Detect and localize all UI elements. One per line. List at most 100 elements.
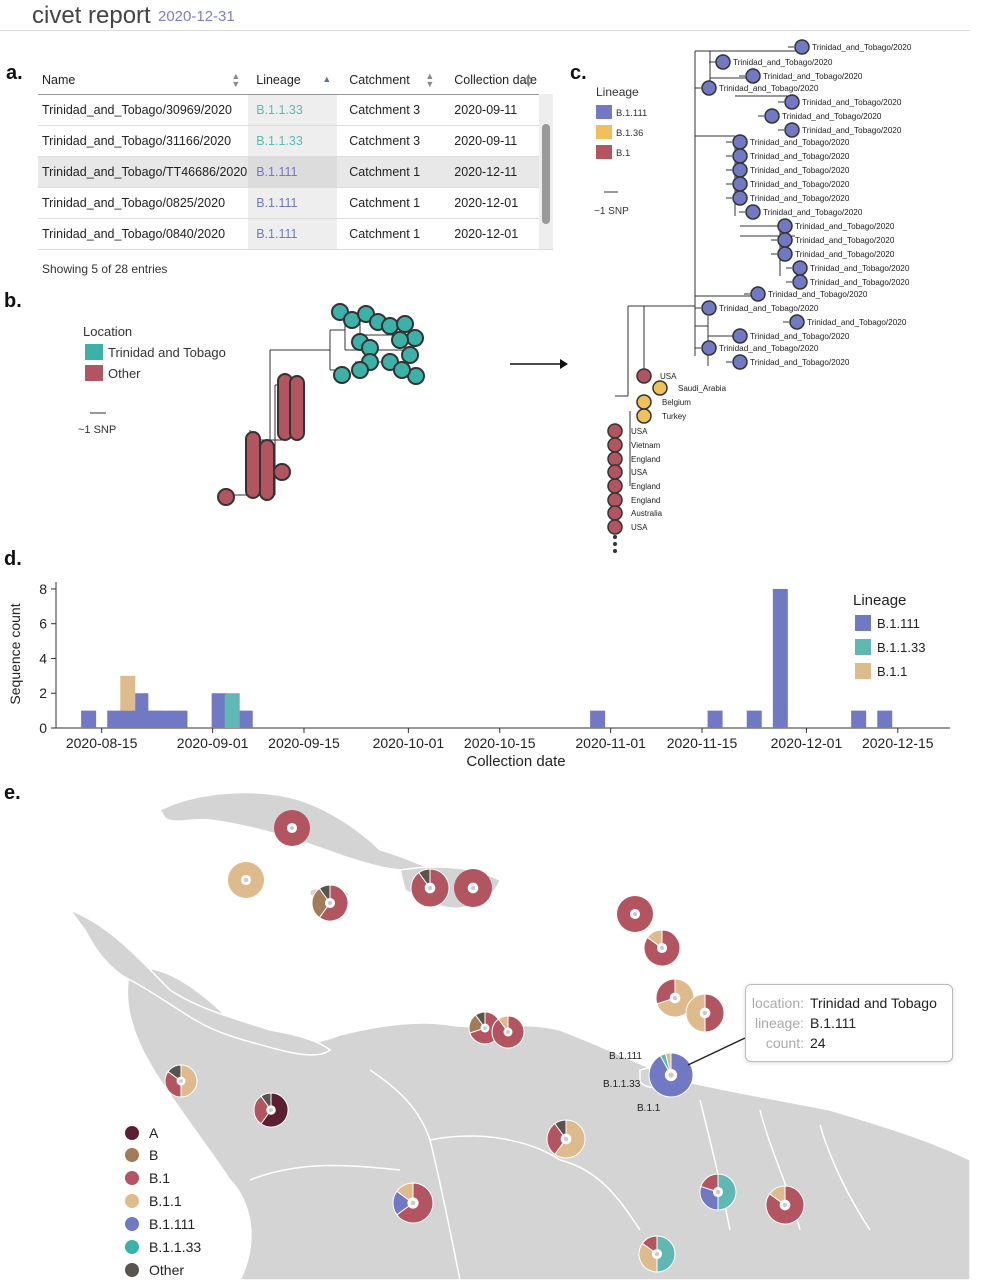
x-tick-label: 2020-10-01: [373, 735, 445, 751]
x-tick-label: 2020-12-15: [862, 735, 934, 751]
pie-slice: [164, 1070, 182, 1098]
pie-antigua[interactable]: [643, 929, 681, 967]
tip-label: Trinidad_and_Tobago/2020: [782, 112, 882, 121]
panel-label-e: e.: [4, 782, 21, 804]
bar-B1111[interactable]: [237, 710, 253, 728]
tree-b-red-tips: [217, 373, 305, 506]
legend-label-b1: B.1: [149, 1170, 170, 1186]
cell-date: 2020-09-11: [454, 102, 518, 117]
sort-icon[interactable]: ▲ ▼: [425, 71, 435, 89]
bar-B1111[interactable]: [211, 693, 227, 728]
tip-label: Trinidad_and_Tobago/2020: [802, 126, 902, 135]
bar-B1111[interactable]: [851, 710, 867, 728]
legend-label-b1111: B.1.111: [616, 108, 647, 119]
scale-label: ~1 SNP: [594, 206, 629, 217]
pie-jamaica[interactable]: [311, 884, 349, 922]
pie-suriname[interactable]: [765, 1185, 805, 1225]
column-header-name[interactable]: Name ▲ ▼: [42, 71, 241, 89]
bar-B1111[interactable]: [772, 588, 788, 728]
legend-swatch-b1111: [855, 615, 871, 631]
column-header-date[interactable]: Collection date ▲ ▼: [454, 71, 537, 89]
pie-bahamas[interactable]: [228, 862, 264, 898]
pie-dominican[interactable]: [454, 869, 492, 907]
bar-B1111[interactable]: [146, 710, 162, 728]
tooltip-key-count: count:: [765, 1035, 804, 1051]
table-scrollbar[interactable]: [539, 94, 553, 249]
borders: [249, 1069, 871, 1280]
pie-barbados[interactable]: [685, 993, 725, 1033]
column-header-lineage[interactable]: Lineage ▲: [256, 72, 332, 87]
tip-label: Trinidad_and_Tobago/2020: [750, 358, 850, 367]
cell-date: 2020-12-11: [454, 164, 518, 179]
pie-trinidad[interactable]: [648, 1052, 694, 1098]
pie-guadeloupe[interactable]: [655, 978, 695, 1018]
pie-curacao[interactable]: [491, 1015, 525, 1049]
legend-label-other: Other: [149, 1262, 184, 1278]
sort-ascending-icon[interactable]: ▲: [322, 74, 332, 84]
tree-tip-b1111: [784, 122, 800, 138]
pie-brazil[interactable]: [638, 1235, 676, 1273]
bar-B1111[interactable]: [81, 710, 97, 728]
pie-haiti[interactable]: [410, 868, 450, 908]
panel-label-a: a.: [6, 62, 23, 84]
bar-B1111[interactable]: [159, 710, 175, 728]
y-tick-label: 6: [39, 616, 47, 632]
tree-tip-b1111: [792, 260, 808, 276]
pie-slice: [704, 993, 725, 1033]
tree-tip-b1111: [784, 94, 800, 110]
sort-icon[interactable]: ▲ ▼: [524, 71, 533, 89]
cell-catchment: Catchment 3: [349, 102, 421, 117]
tip-label: Trinidad_and_Tobago/2020: [810, 264, 910, 273]
x-tick-label: 2020-08-15: [66, 735, 138, 751]
tree-tip-b1111: [777, 246, 793, 262]
legend-label-b1111: B.1.111: [149, 1216, 195, 1232]
tree-tip-b1111: [715, 54, 731, 70]
legend-dot-b1111: [125, 1217, 139, 1231]
table-row[interactable]: Trinidad_and_Tobago/0825/2020 B.1.111 Ca…: [38, 187, 553, 218]
y-axis-label: Sequence count: [7, 603, 23, 704]
pie-slice: [638, 1242, 658, 1273]
bar-B1111[interactable]: [107, 710, 123, 728]
pie-venezuela[interactable]: [546, 1119, 586, 1159]
table-row[interactable]: Trinidad_and_Tobago/0840/2020 B.1.111 Ca…: [38, 218, 553, 249]
tip-label: Australia: [631, 509, 663, 518]
table-row[interactable]: Trinidad_and_Tobago/TT46686/2020 B.1.111…: [38, 156, 553, 187]
bar-B1111[interactable]: [172, 710, 188, 728]
x-tick-label: 2020-10-15: [464, 735, 536, 751]
table-footer: Showing 5 of 28 entries: [42, 261, 168, 276]
pie-slice: [700, 1173, 719, 1193]
tip-label: Trinidad_and_Tobago/2020: [795, 222, 895, 231]
pie-slice: [717, 1173, 737, 1211]
tree-tip-b1111: [701, 340, 717, 356]
pie-panama[interactable]: [253, 1092, 289, 1128]
central-america-shape: [67, 908, 332, 1056]
pie-center: [702, 1010, 708, 1016]
pie-virgin-islands[interactable]: [617, 896, 653, 932]
scrollbar-thumb[interactable]: [542, 124, 550, 224]
bar-B1111[interactable]: [707, 710, 723, 728]
sort-icon[interactable]: ▲ ▼: [231, 71, 241, 89]
table-row[interactable]: Trinidad_and_Tobago/31166/2020 B.1.1.33 …: [38, 125, 553, 156]
tooltip-key-lineage: lineage:: [754, 1015, 804, 1031]
table-row[interactable]: Trinidad_and_Tobago/30969/2020 B.1.1.33 …: [38, 94, 553, 125]
pie-center: [672, 995, 678, 1001]
y-ticks: 0 2 4 6 8: [39, 581, 56, 736]
bar-B1111[interactable]: [120, 710, 136, 728]
pie-center: [483, 1026, 487, 1030]
bar-B1111[interactable]: [746, 710, 762, 728]
pie-cuba[interactable]: [274, 810, 310, 846]
pie-colombia[interactable]: [392, 1182, 434, 1224]
cell-catchment: Catchment 1: [349, 195, 421, 210]
pie-guyana[interactable]: [699, 1173, 737, 1211]
bar-B1133[interactable]: [224, 693, 240, 728]
legend-label-trinidad: Trinidad and Tobago: [108, 345, 226, 360]
bar-B1111[interactable]: [133, 693, 149, 728]
bar-B11[interactable]: [120, 675, 136, 711]
pie-guatemala[interactable]: [164, 1064, 198, 1098]
column-header-catchment[interactable]: Catchment ▲ ▼: [349, 71, 435, 89]
tree-tip: [636, 368, 652, 384]
bar-B1111[interactable]: [590, 710, 606, 728]
x-tick-label: 2020-09-01: [177, 735, 249, 751]
bar-B1111[interactable]: [877, 710, 893, 728]
tree-tip: [636, 394, 652, 410]
